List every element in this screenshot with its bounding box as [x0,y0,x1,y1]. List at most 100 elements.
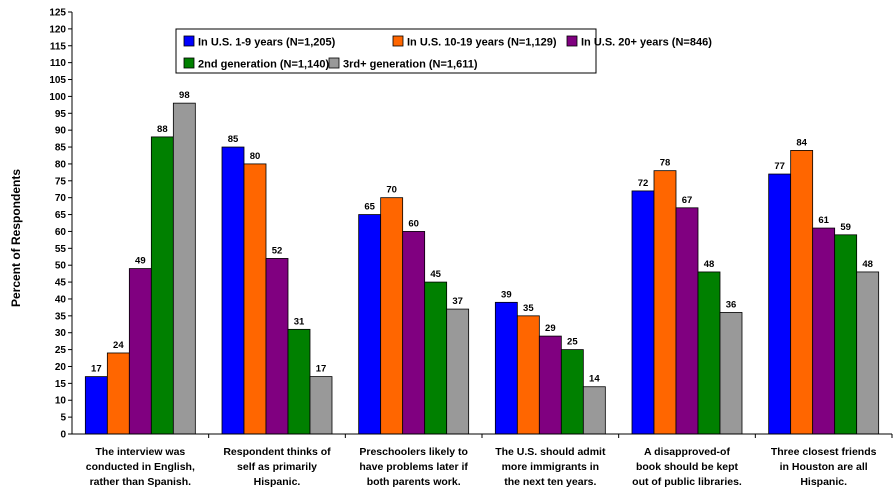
bar [402,231,426,435]
bar [309,376,333,435]
legend-box [175,28,597,74]
data-label: 31 [294,316,305,327]
legend-swatch [392,35,404,47]
y-tick-label: 80 [55,159,67,170]
category-label: more immigrants in [502,461,599,473]
bar [768,173,792,435]
data-label: 70 [386,185,397,196]
bar [834,234,858,435]
bar [494,301,518,435]
bars [84,102,880,435]
y-tick-label: 100 [49,92,66,103]
bar [538,335,562,435]
bar [243,163,267,435]
category-label: self as primarily [237,461,317,473]
y-tick-label: 120 [49,24,66,35]
bar [84,376,108,435]
bar [128,268,152,435]
y-tick-label: 75 [55,176,67,187]
data-label: 14 [589,374,600,385]
data-label: 60 [408,218,419,229]
y-tick-label: 110 [50,58,67,69]
data-label: 29 [545,323,556,334]
data-label: 77 [774,161,785,172]
y-tick-label: 90 [55,126,67,137]
legend-swatch [183,57,195,69]
bar [790,150,814,435]
y-tick-label: 10 [55,396,67,407]
data-label: 78 [660,158,671,169]
y-tick-label: 15 [55,379,67,390]
data-label: 61 [818,215,829,226]
legend: In U.S. 1-9 years (N=1,205) In U.S. 10-19… [175,28,712,74]
y-tick-label: 115 [50,41,67,52]
category-label: in Houston are all [780,461,868,473]
y-ticks: 0 5 10 15 20 25 30 35 40 45 50 55 60 65 70 75 80 85 90 95 10… [49,8,72,441]
category-label: The interview was [95,446,185,458]
data-label: 17 [316,364,327,375]
bar [106,352,130,435]
category-label: out of public libraries. [632,476,742,488]
y-tick-label: 30 [55,328,67,339]
data-label: 72 [638,178,649,189]
bar [675,207,699,435]
data-label: 25 [567,337,578,348]
bar [287,328,311,435]
y-tick-label: 55 [55,244,67,255]
legend-label: 3rd+ generation (N=1,611) [343,59,478,71]
data-label: 48 [862,259,873,270]
y-tick-label: 5 [60,413,66,424]
bar [424,281,448,435]
bar [653,170,677,435]
data-label: 24 [113,340,124,351]
legend-label: In U.S. 20+ years (N=846) [581,37,712,49]
bar [150,136,174,435]
bar [380,197,404,435]
category-label: both parents work. [367,476,461,488]
category-label: Preschoolers likely to [359,446,468,458]
data-label: 48 [704,259,715,270]
category-label: conducted in English, [86,461,195,473]
y-tick-label: 35 [55,311,67,322]
bar [856,271,880,435]
bar [172,102,196,435]
y-tick-label: 95 [55,109,67,120]
category-label: The U.S. should admit [495,446,606,458]
bar [221,146,245,435]
category-label: A disapproved-of [644,446,730,458]
legend-label: In U.S. 1-9 years (N=1,205) [198,37,336,49]
category-label: the next ten years. [504,476,596,488]
bar [560,349,584,435]
y-tick-label: 70 [55,193,67,204]
bar [719,312,743,435]
data-label: 85 [228,134,239,145]
legend-swatch [566,35,578,47]
bar [812,227,836,435]
y-tick-label: 20 [55,362,67,373]
category-label: Hispanic. [800,476,847,488]
data-label: 67 [682,195,693,206]
y-tick-label: 50 [55,261,67,272]
data-label: 52 [272,245,283,256]
data-label: 84 [796,137,807,148]
y-tick-label: 60 [55,227,67,238]
y-tick-label: 45 [55,278,67,289]
data-label: 80 [250,151,261,162]
y-tick-label: 25 [55,345,67,356]
bar [516,315,540,435]
legend-swatch [183,35,195,47]
data-label: 37 [452,296,463,307]
category-label: rather than Spanish. [90,476,192,488]
y-tick-label: 105 [49,75,66,86]
category-label: Three closest friends [771,446,877,458]
data-label: 98 [179,90,190,101]
y-axis-label: Percent of Respondents [9,169,23,307]
bar [446,308,470,435]
legend-swatch [328,57,340,69]
category-label: Hispanic. [254,476,301,488]
category-label: book should be kept [636,461,739,473]
data-label: 35 [523,303,534,314]
data-label: 65 [364,202,375,213]
y-tick-label: 65 [55,210,67,221]
bar [697,271,721,435]
